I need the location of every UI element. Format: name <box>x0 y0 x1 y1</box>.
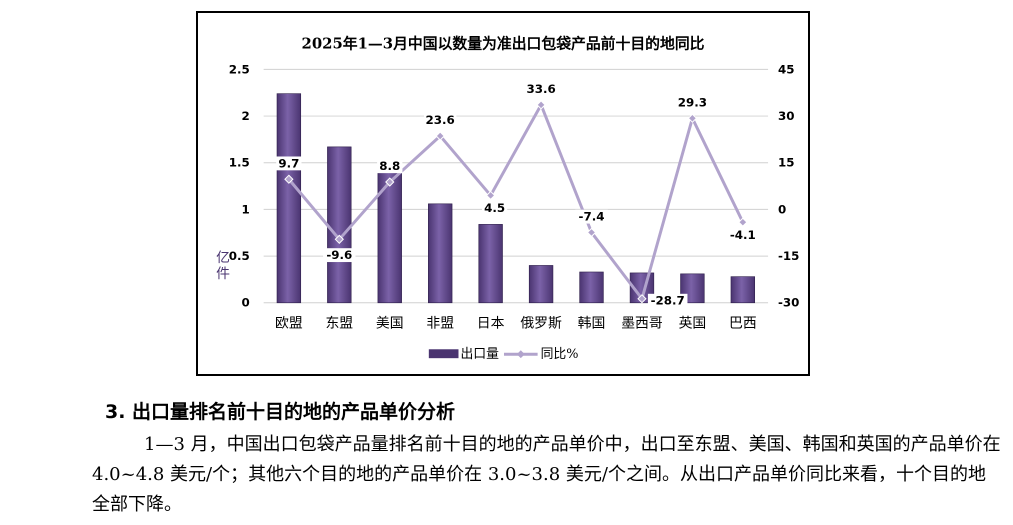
data-label: 33.6 <box>526 82 555 96</box>
y-tick-label: 0.5 <box>229 249 250 263</box>
data-label: -4.1 <box>730 228 756 242</box>
line-point <box>637 294 647 304</box>
y-tick-label: 1 <box>242 202 250 216</box>
data-label: 29.3 <box>678 95 707 109</box>
x-tick-label: 欧盟 <box>275 316 303 332</box>
data-label: 9.7 <box>278 156 299 170</box>
body-paragraph: 1—3 月，中国出口包袋产品量排名前十目的地的产品单价中，出口至东盟、美国、韩国… <box>92 434 1001 515</box>
y-tick-label: 2 <box>242 109 250 123</box>
bar <box>579 271 604 304</box>
legend-marker-line <box>516 350 525 359</box>
series-line <box>287 103 745 301</box>
data-label-bg <box>481 201 508 216</box>
data-label-bg <box>524 82 558 96</box>
bar <box>730 276 756 304</box>
line-point <box>284 174 294 184</box>
y-axis-label: 亿 <box>216 250 230 266</box>
data-label-bg <box>276 156 302 171</box>
chart-title: 2025年1—3月中国以数量为准出口包袋产品前十目的地同比 <box>302 35 705 53</box>
x-tick-label: 俄罗斯 <box>520 316 562 332</box>
data-label: -28.7 <box>651 294 685 308</box>
line-point <box>738 217 748 227</box>
y-tick-label: 0 <box>242 296 250 310</box>
data-label-bg <box>377 159 403 174</box>
bar <box>428 203 453 304</box>
y2-tick-label: -15 <box>778 249 799 263</box>
legend-label-line: 同比% <box>541 347 579 362</box>
y2-tick-label: 0 <box>778 202 786 216</box>
x-tick-label: 美国 <box>376 316 404 332</box>
chart-container: 2025年1—3月中国以数量为准出口包袋产品前十目的地同比 0 0.5 1 1.5 2 2.… <box>196 11 810 376</box>
data-label-bg <box>726 228 760 242</box>
bar <box>528 265 554 304</box>
data-label-bg <box>323 248 356 263</box>
y-tick-label: 2.5 <box>229 62 250 76</box>
bar <box>327 146 352 304</box>
y2-tick-label: -30 <box>778 296 799 310</box>
data-label: 8.8 <box>379 159 400 173</box>
data-label: 23.6 <box>426 113 455 127</box>
data-label: 4.5 <box>484 201 505 215</box>
x-tick-label: 日本 <box>477 316 505 332</box>
line-point <box>586 227 597 238</box>
line-point <box>536 100 546 110</box>
x-tick-label: 英国 <box>679 315 707 332</box>
data-label: -7.4 <box>579 210 605 224</box>
data-label-bg <box>575 209 608 224</box>
line-point <box>485 190 496 201</box>
data-label-bg <box>647 293 688 308</box>
x-tick-label: 东盟 <box>325 316 353 332</box>
bar <box>478 224 503 304</box>
line-point <box>385 177 395 187</box>
legend-label-bar: 出口量 <box>460 347 499 362</box>
line-point <box>334 234 344 244</box>
section-heading: 3. 出口量排名前十目的地的产品单价分析 <box>105 401 456 423</box>
y2-tick-label: 15 <box>778 156 795 170</box>
data-label-bg <box>423 113 457 128</box>
x-tick-label: 巴西 <box>729 316 757 332</box>
y2-tick-label: 30 <box>778 109 795 123</box>
x-tick-label: 墨西哥 <box>621 316 663 332</box>
line-point <box>687 113 698 123</box>
x-tick-label: 非盟 <box>426 316 454 332</box>
x-tick-label: 韩国 <box>578 316 606 332</box>
bar-line-chart: 2025年1—3月中国以数量为准出口包袋产品前十目的地同比 0 0.5 1 1.5 2 2.… <box>216 35 799 363</box>
bar <box>276 93 302 304</box>
y2-tick-label: 45 <box>778 62 795 76</box>
data-label-bg <box>676 95 709 110</box>
y-tick-label: 1.5 <box>229 156 250 170</box>
legend-swatch-bar <box>428 349 459 359</box>
y-axis-label: 件 <box>216 266 230 282</box>
data-label: -9.6 <box>326 248 352 262</box>
line-point <box>435 131 445 141</box>
